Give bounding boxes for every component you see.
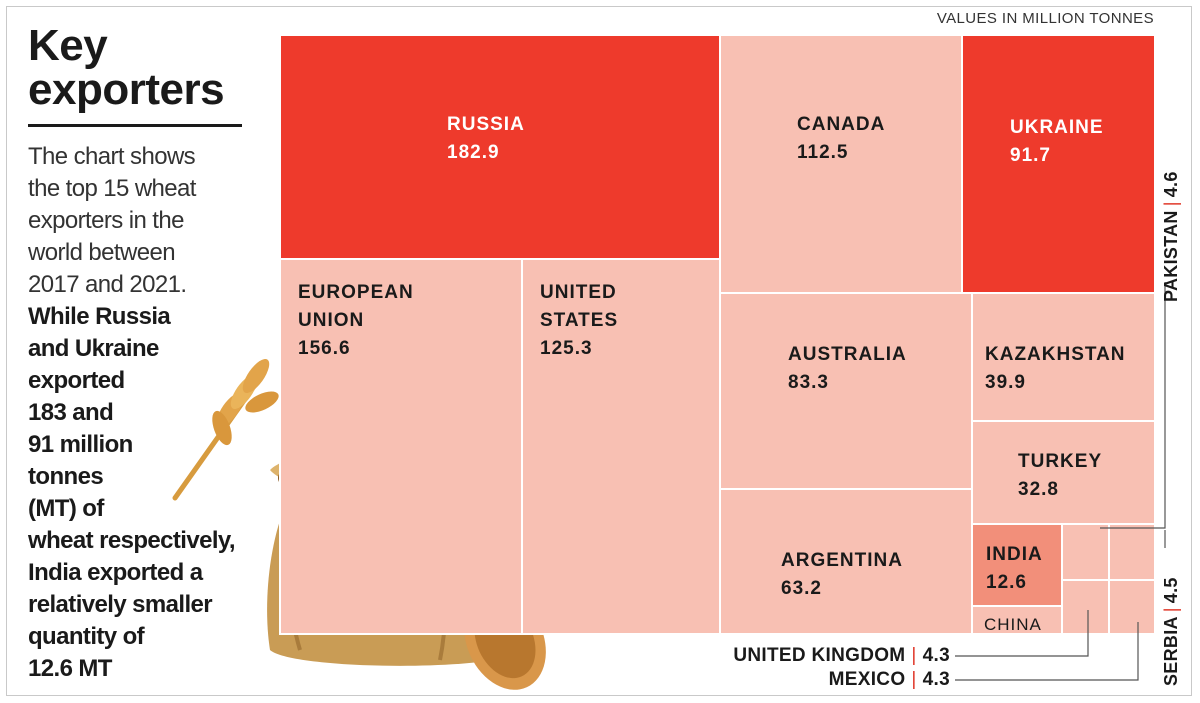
tile-china	[971, 605, 1063, 635]
uk-value: 4.3	[922, 645, 950, 666]
title-line-1: Key	[28, 21, 108, 70]
tile-label-ukraine: UKRAINE	[1010, 117, 1104, 138]
desc-line-bold: exported	[28, 367, 125, 394]
tile-label-argentina: ARGENTINA	[781, 550, 903, 571]
title-line-2: exporters	[28, 65, 225, 114]
serbia-label: SERBIA	[1161, 616, 1181, 686]
serbia-callout: SERBIA|4.5	[1161, 577, 1181, 686]
desc-line-bold: relatively smaller	[28, 591, 213, 618]
tile-argentina	[719, 488, 973, 635]
desc-line-bold: wheat respectively,	[28, 527, 236, 554]
serbia-value: 4.5	[1161, 577, 1181, 604]
desc-line: the top 15 wheat	[28, 175, 196, 202]
tile-label-canada: CANADA	[797, 114, 885, 135]
uk-callout: UNITED KINGDOM | 4.3	[733, 645, 950, 666]
desc-line-bold: 91 million	[28, 431, 133, 458]
tile-turkey	[971, 420, 1156, 525]
tile-value-india: 12.6	[986, 572, 1027, 593]
tile-united-states	[521, 258, 721, 635]
desc-line-bold: quantity of	[28, 623, 145, 650]
tile-value-european-union: 156.6	[298, 338, 351, 359]
pakistan-callout: PAKISTAN|4.6	[1161, 171, 1181, 302]
tile-label-european-union: EUROPEAN	[298, 282, 414, 303]
desc-line: exporters in the	[28, 207, 184, 234]
tile-russia	[279, 34, 721, 260]
tile-india	[971, 523, 1063, 607]
tile-label-european-union: UNION	[298, 310, 364, 331]
mexico-callout: MEXICO | 4.3	[828, 669, 950, 690]
pakistan-label: PAKISTAN	[1161, 210, 1181, 302]
tile-serbia	[1108, 523, 1156, 581]
tile-value-russia: 182.9	[447, 142, 500, 163]
tile-label-china: CHINA	[984, 615, 1042, 634]
chart-title: Key exporters	[28, 21, 225, 114]
chart-frame	[6, 6, 1192, 696]
tile-label-kazakhstan: KAZAKHSTAN	[985, 344, 1126, 365]
tile-label-united-states: UNITED	[540, 282, 617, 303]
tile-australia	[719, 292, 973, 490]
tile-label-russia: RUSSIA	[447, 114, 525, 135]
tile-canada	[719, 34, 963, 294]
tile-value-united-states: 125.3	[540, 338, 593, 359]
description: The chart shows the top 15 wheat exporte…	[28, 141, 268, 685]
treemap-tiles: RUSSIA 182.9 EUROPEAN UNION 156.6 UNITED STATE…	[279, 34, 1156, 635]
pakistan-value: 4.6	[1161, 171, 1181, 198]
desc-line: The chart shows	[28, 143, 196, 170]
tile-united-kingdom	[1061, 579, 1110, 635]
desc-line-bold: (MT) of	[28, 495, 104, 522]
tile-label-india: INDIA	[986, 544, 1043, 565]
tile-european-union	[279, 258, 523, 635]
tile-value-turkey: 32.8	[1018, 479, 1059, 500]
unit-label: VALUES IN MILLION TONNES	[936, 10, 1154, 27]
tile-label-turkey: TURKEY	[1018, 451, 1102, 472]
tile-label-united-states: STATES	[540, 310, 618, 331]
tile-value-argentina: 63.2	[781, 578, 822, 599]
desc-line: 2017 and 2021.	[28, 271, 187, 298]
tile-label-australia: AUSTRALIA	[788, 344, 907, 365]
callout-lines	[955, 282, 1166, 681]
desc-line-bold: tonnes	[28, 463, 104, 490]
tile-ukraine	[961, 34, 1156, 294]
desc-line-bold: 183 and	[28, 399, 114, 426]
desc-line-bold: and Ukraine	[28, 335, 159, 362]
tile-value-ukraine: 91.7	[1010, 145, 1051, 166]
title-divider	[28, 124, 242, 127]
desc-line-bold: 12.6 MT	[28, 655, 112, 682]
tile-mexico	[1108, 579, 1156, 635]
desc-line-bold: India exported a	[28, 559, 203, 586]
tile-value-australia: 83.3	[788, 372, 829, 393]
tile-kazakhstan	[971, 292, 1156, 422]
tile-value-canada: 112.5	[797, 142, 849, 163]
mexico-label: MEXICO	[828, 669, 906, 690]
desc-line-bold: While Russia	[28, 303, 171, 330]
desc-line: world between	[28, 239, 176, 266]
uk-label: UNITED KINGDOM	[733, 645, 906, 666]
tile-value-kazakhstan: 39.9	[985, 372, 1026, 393]
mexico-value: 4.3	[922, 669, 950, 690]
tile-pakistan	[1061, 523, 1110, 581]
